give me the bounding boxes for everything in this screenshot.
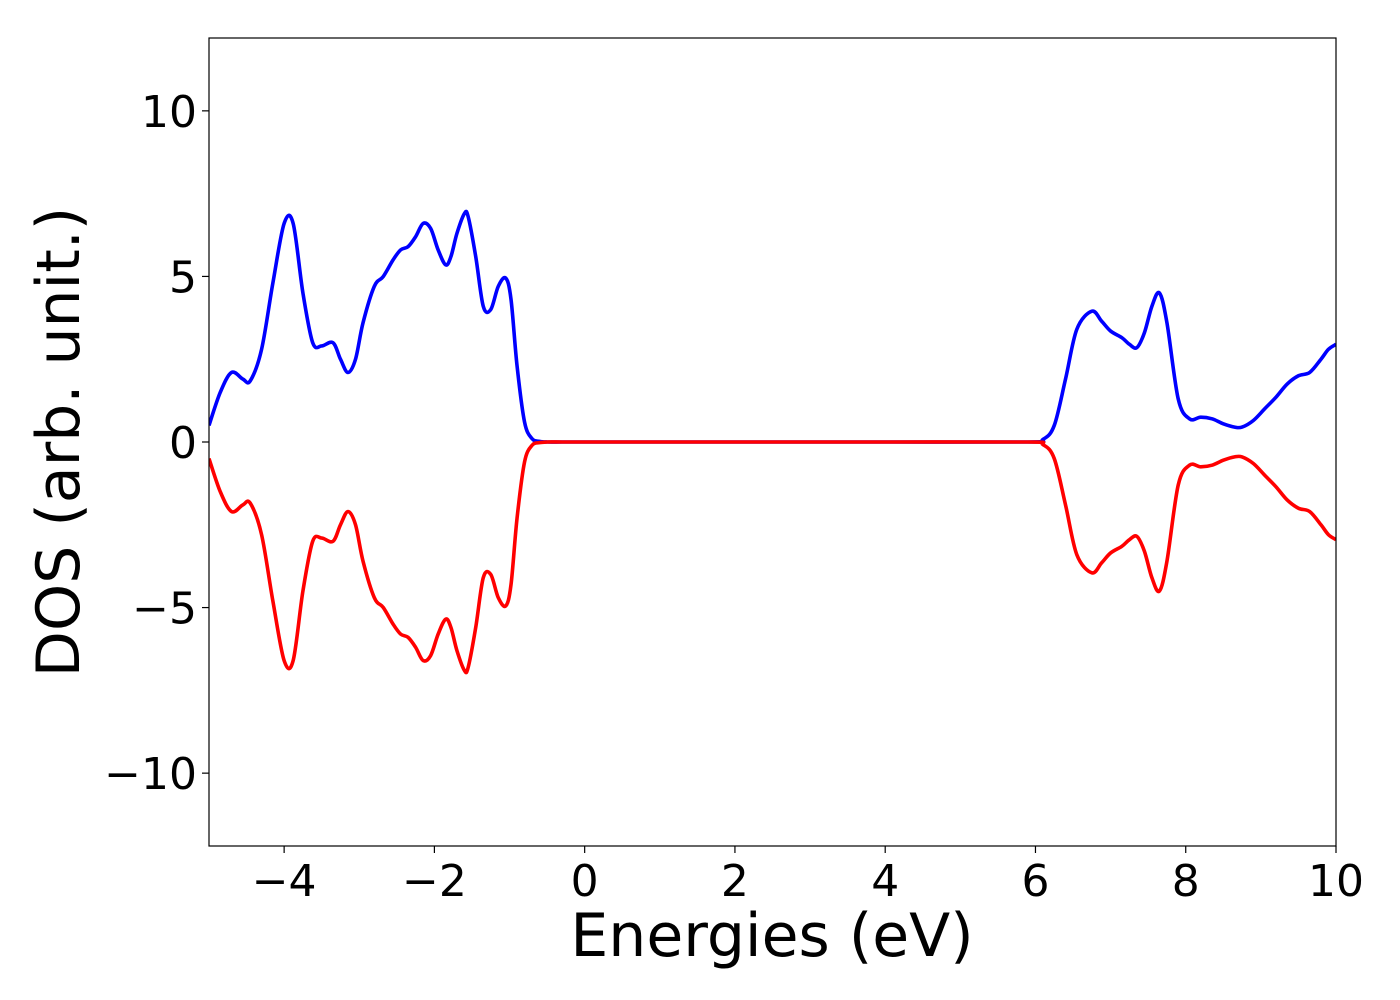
- x-tick-label: −2: [402, 856, 467, 907]
- y-axis-label: DOS (arb. unit.): [24, 207, 94, 677]
- x-axis-ticks: −4 −2 0 2 4 6 8 10: [252, 846, 1364, 907]
- x-tick-label: −4: [252, 856, 317, 907]
- series-layer: [209, 209, 1336, 675]
- y-tick-label: −10: [104, 749, 197, 800]
- x-axis-label: Energies (eV): [570, 901, 973, 971]
- x-tick-label: 6: [1021, 856, 1049, 907]
- x-tick-label: 10: [1308, 856, 1364, 907]
- x-tick-label: 2: [721, 856, 749, 907]
- y-tick-label: 10: [141, 87, 197, 138]
- y-tick-label: −5: [132, 584, 197, 635]
- y-tick-label: 0: [169, 418, 197, 469]
- x-tick-label: 4: [871, 856, 899, 907]
- x-tick-label: 0: [571, 856, 599, 907]
- x-tick-label: 8: [1172, 856, 1200, 907]
- y-tick-label: 5: [169, 252, 197, 303]
- dos-series-line-up: [209, 209, 1336, 444]
- y-axis-ticks: −10 −5 0 5 10: [104, 87, 209, 800]
- dos-series-line-down: [209, 440, 1336, 675]
